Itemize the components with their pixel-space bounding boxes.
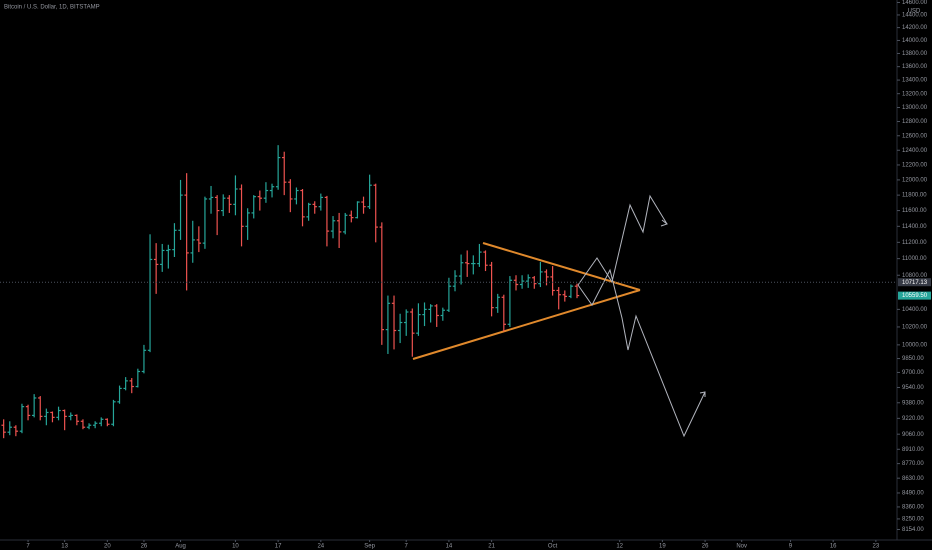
x-tick-label: 17: [275, 544, 282, 550]
price-label-box: [898, 291, 931, 300]
y-tick-label: 10000.00: [902, 342, 928, 348]
y-tick-label: 8490.00: [902, 491, 924, 497]
y-tick-label: 13400.00: [902, 78, 928, 84]
chart-title: Bitcoin / U.S. Dollar, 1D, BITSTAMP: [4, 5, 100, 11]
y-tick-label: 14000.00: [902, 38, 928, 44]
x-tick-label: 13: [61, 544, 68, 550]
x-tick-label: 26: [141, 544, 148, 550]
x-tick-label: 12: [616, 544, 623, 550]
triangle-lower-line: [412, 289, 641, 360]
y-tick-label: 9700.00: [902, 370, 924, 376]
x-tick-label: 20: [104, 544, 111, 550]
y-tick-label: 9850.00: [902, 356, 924, 362]
y-tick-label: 8154.00: [902, 527, 924, 533]
x-tick-label: 10: [232, 544, 239, 550]
y-tick-label: 9220.00: [902, 416, 924, 422]
y-tick-label: 12400.00: [902, 148, 928, 154]
triangle-upper-line: [482, 242, 641, 291]
y-tick-label: 12600.00: [902, 133, 928, 139]
y-tick-label: 14200.00: [902, 25, 928, 31]
currency-label: USD: [908, 9, 921, 15]
y-tick-label: 8770.00: [902, 461, 924, 467]
x-tick-label: 19: [659, 544, 666, 550]
x-tick-label: Nov: [736, 544, 747, 550]
x-tick-label: 16: [830, 544, 837, 550]
y-tick-label: 10400.00: [902, 307, 928, 313]
y-tick-label: 13600.00: [902, 64, 928, 70]
y-tick-label: 8360.00: [902, 505, 924, 511]
y-tick-label: 13800.00: [902, 51, 928, 57]
y-tick-label: 8630.00: [902, 476, 924, 482]
x-tick-label: Aug: [175, 544, 186, 550]
y-tick-label: 13000.00: [902, 105, 928, 111]
y-tick-label: 8910.00: [902, 447, 924, 453]
y-tick-label: 11600.00: [902, 208, 927, 214]
x-tick-label: 7: [405, 544, 409, 550]
price-label-box: [898, 278, 931, 287]
y-tick-label: 10200.00: [902, 325, 928, 331]
y-tick-label: 11000.00: [902, 256, 927, 262]
x-tick-label: Oct: [548, 544, 558, 550]
y-tick-label: 11400.00: [902, 224, 927, 230]
projection-up: [577, 194, 668, 286]
projection-up-arrow: [660, 219, 669, 227]
price-label: 10717.13: [902, 280, 928, 286]
y-tick-label: 11800.00: [902, 193, 927, 199]
projection-down: [577, 268, 706, 438]
y-tick-label: 11200.00: [902, 240, 927, 246]
y-tick-label: 13200.00: [902, 91, 928, 97]
projection-down-arrow: [699, 391, 706, 397]
x-tick-label: 7: [26, 544, 30, 550]
price-label: 10559.50: [902, 293, 928, 299]
x-tick-label: 21: [488, 544, 495, 550]
y-tick-label: 12000.00: [902, 177, 928, 183]
y-tick-label: 9060.00: [902, 432, 924, 438]
x-tick-label: 14: [446, 544, 453, 550]
x-tick-label: 24: [317, 544, 324, 550]
x-tick-label: 23: [873, 544, 880, 550]
y-tick-label: 14400.00: [902, 13, 928, 19]
x-tick-label: 26: [702, 544, 709, 550]
y-tick-label: 12800.00: [902, 119, 928, 125]
drawings: [412, 194, 706, 438]
y-tick-label: 9380.00: [902, 400, 924, 406]
y-tick-label: 10800.00: [902, 273, 928, 279]
y-tick-label: 12200.00: [902, 163, 928, 169]
y-tick-label: 9540.00: [902, 385, 924, 391]
x-tick-label: Sep: [364, 544, 375, 550]
y-tick-label: 8250.00: [902, 516, 924, 522]
y-tick-label: 14600.00: [902, 0, 928, 6]
x-tick-label: 9: [789, 544, 793, 550]
